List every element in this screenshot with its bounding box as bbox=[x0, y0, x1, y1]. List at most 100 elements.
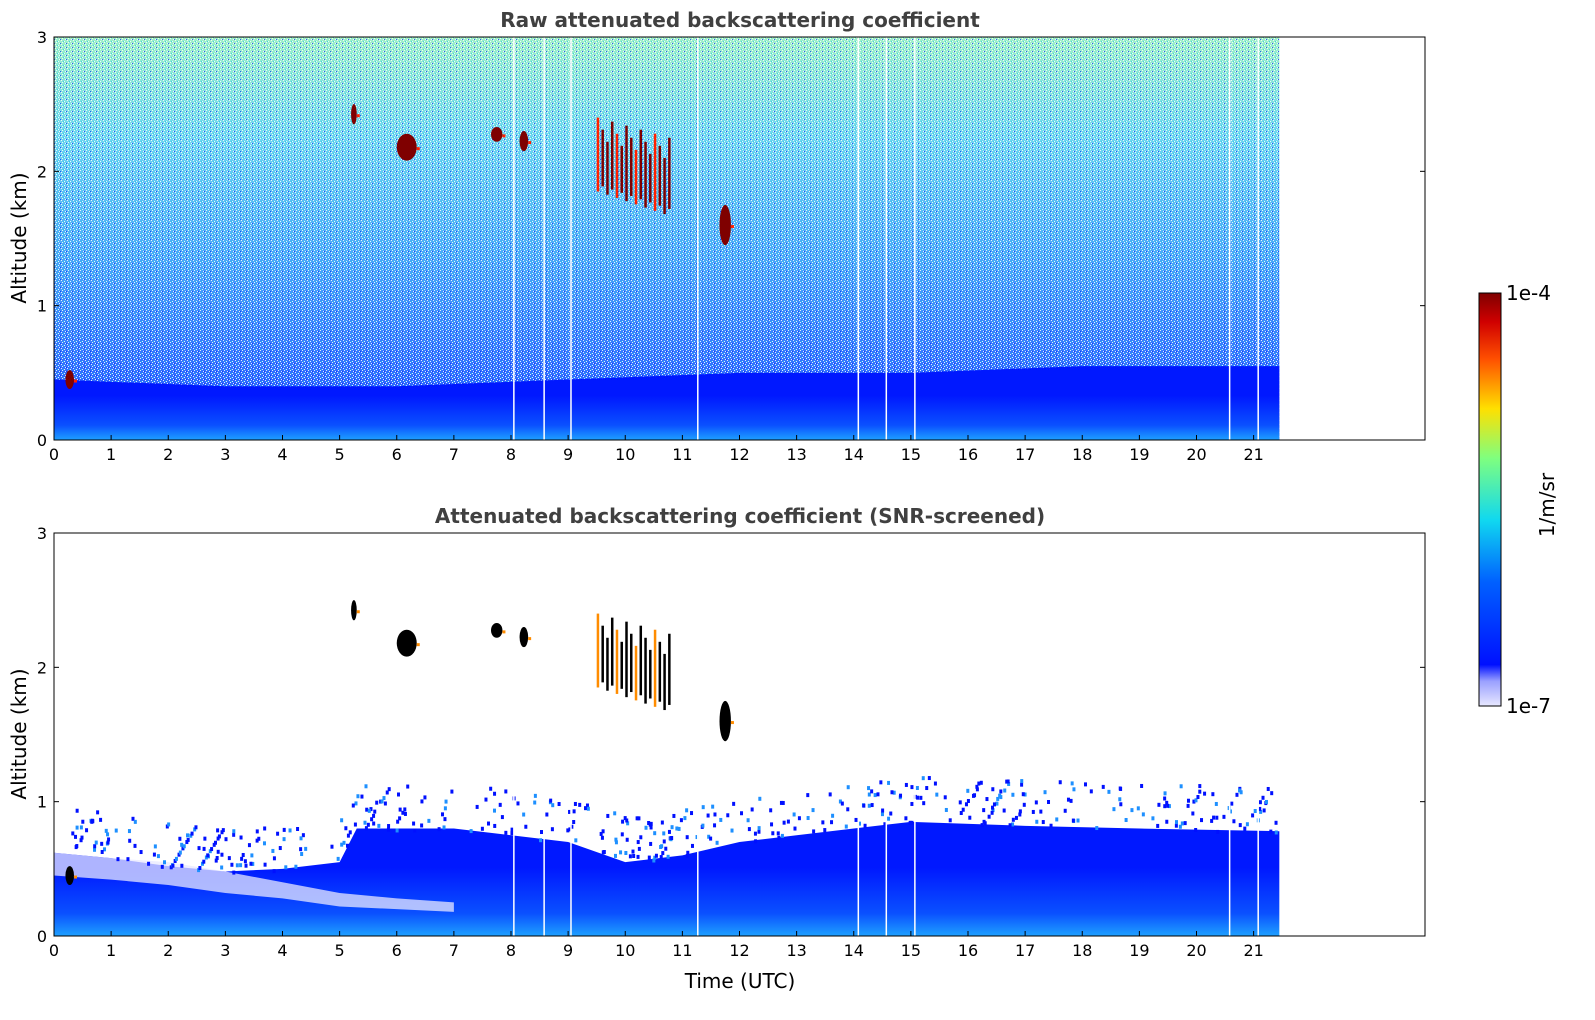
screened-speckle bbox=[296, 827, 300, 832]
screened-speckle bbox=[987, 814, 991, 819]
screened-speckle bbox=[212, 842, 216, 847]
screened-speckle bbox=[299, 836, 303, 841]
screened-speckle bbox=[217, 834, 221, 839]
screened-speckle bbox=[193, 827, 197, 832]
screened-speckle bbox=[1018, 812, 1022, 817]
screened-speckle bbox=[568, 809, 572, 814]
screened-speckle bbox=[828, 792, 832, 797]
screened-speckle bbox=[257, 836, 261, 841]
screened-speckle bbox=[545, 812, 549, 817]
screened-speckle bbox=[475, 804, 479, 809]
screened-speckle bbox=[1124, 817, 1128, 822]
screened-speckle bbox=[133, 843, 137, 848]
screened-speckle bbox=[1020, 782, 1024, 787]
screened-speckle bbox=[677, 826, 681, 831]
screened-speckle bbox=[1261, 795, 1265, 800]
screened-speckle bbox=[636, 840, 640, 845]
screened-speckle bbox=[413, 828, 417, 833]
screened-speckle bbox=[649, 825, 653, 830]
screened-speckle bbox=[375, 800, 379, 805]
screened-speckle bbox=[165, 824, 169, 829]
screened-speckle bbox=[282, 837, 286, 842]
screened-speckle bbox=[1253, 809, 1257, 814]
screened-speckle bbox=[1269, 829, 1273, 834]
cloud-edge bbox=[502, 630, 506, 634]
screened-speckle bbox=[770, 822, 774, 827]
screened-speckle bbox=[944, 807, 948, 812]
screened-speckle bbox=[380, 799, 384, 804]
screened-speckle bbox=[510, 831, 514, 836]
screened-speckle bbox=[601, 850, 605, 855]
screened-speckle bbox=[216, 836, 220, 841]
screened-speckle bbox=[1089, 789, 1093, 794]
screened-speckle bbox=[1258, 806, 1262, 811]
screened-speckle bbox=[1141, 812, 1145, 817]
screened-speckle bbox=[584, 806, 588, 811]
screened-speckle bbox=[386, 827, 390, 832]
screened-speckle bbox=[910, 785, 914, 790]
screened-speckle bbox=[666, 854, 670, 859]
screened-speckle bbox=[586, 806, 590, 811]
screened-speckle bbox=[1007, 781, 1011, 786]
x-tick-label: 20 bbox=[1186, 941, 1206, 960]
screened-speckle bbox=[208, 849, 212, 854]
screened-speckle bbox=[249, 861, 253, 866]
cloud-streak bbox=[639, 625, 643, 696]
screened-speckle bbox=[661, 851, 665, 856]
screened-speckle bbox=[1151, 816, 1155, 821]
y-tick-label: 0 bbox=[37, 927, 47, 946]
screened-speckle bbox=[782, 820, 786, 825]
screened-speckle bbox=[1041, 820, 1045, 825]
screened-speckle bbox=[94, 840, 98, 845]
screened-speckle bbox=[812, 829, 816, 834]
x-tick-label: 9 bbox=[563, 941, 573, 960]
screened-speckle bbox=[653, 831, 657, 836]
screened-speckle bbox=[406, 784, 410, 789]
screened-speckle bbox=[167, 822, 171, 827]
screened-speckle bbox=[385, 790, 389, 795]
screened-speckle bbox=[862, 803, 866, 808]
screened-speckle bbox=[652, 858, 656, 863]
screened-speckle bbox=[189, 833, 193, 838]
screened-speckle bbox=[202, 846, 206, 851]
colorbar: 1e-4 1e-7 1/m/sr bbox=[1478, 281, 1559, 718]
snr-screened-panel: Attenuated backscattering coefficient (S… bbox=[7, 504, 1426, 993]
cloud-edge bbox=[528, 637, 532, 641]
screened-speckle bbox=[649, 841, 653, 846]
screened-speckle bbox=[114, 828, 118, 833]
screened-speckle bbox=[220, 865, 224, 870]
screened-speckle bbox=[398, 807, 402, 812]
screened-speckle bbox=[1023, 792, 1027, 797]
cloud-streak bbox=[610, 617, 614, 686]
cloud-streak bbox=[606, 637, 609, 691]
screened-speckle bbox=[369, 807, 373, 812]
screened-speckle bbox=[1165, 819, 1169, 824]
cloud-streak bbox=[653, 629, 657, 707]
screened-speckle bbox=[1018, 809, 1022, 814]
screened-speckle bbox=[1083, 782, 1087, 787]
screened-speckle bbox=[116, 857, 120, 862]
panel2-boundary-speckle bbox=[71, 776, 1278, 875]
screened-speckle bbox=[420, 823, 424, 828]
screened-speckle bbox=[991, 808, 995, 813]
screened-speckle bbox=[811, 808, 815, 813]
screened-speckle bbox=[100, 849, 104, 854]
screened-speckle bbox=[263, 826, 267, 831]
screened-speckle bbox=[599, 831, 603, 836]
screened-speckle bbox=[487, 821, 491, 826]
panel1-title: Raw attenuated backscattering coefficien… bbox=[500, 8, 980, 32]
screened-speckle bbox=[336, 856, 340, 861]
screened-speckle bbox=[757, 829, 761, 834]
screened-speckle bbox=[365, 807, 369, 812]
screened-speckle bbox=[551, 803, 555, 808]
screened-speckle bbox=[387, 824, 391, 829]
cloud-streak bbox=[601, 129, 604, 187]
screened-speckle bbox=[927, 776, 931, 781]
screened-speckle bbox=[867, 792, 871, 797]
screened-speckle bbox=[420, 799, 424, 804]
panel1-boundary-layer bbox=[54, 366, 1280, 440]
screened-speckle bbox=[363, 820, 367, 825]
screened-speckle bbox=[1266, 786, 1270, 791]
screened-speckle bbox=[614, 837, 618, 842]
cloud-streak bbox=[644, 637, 647, 704]
